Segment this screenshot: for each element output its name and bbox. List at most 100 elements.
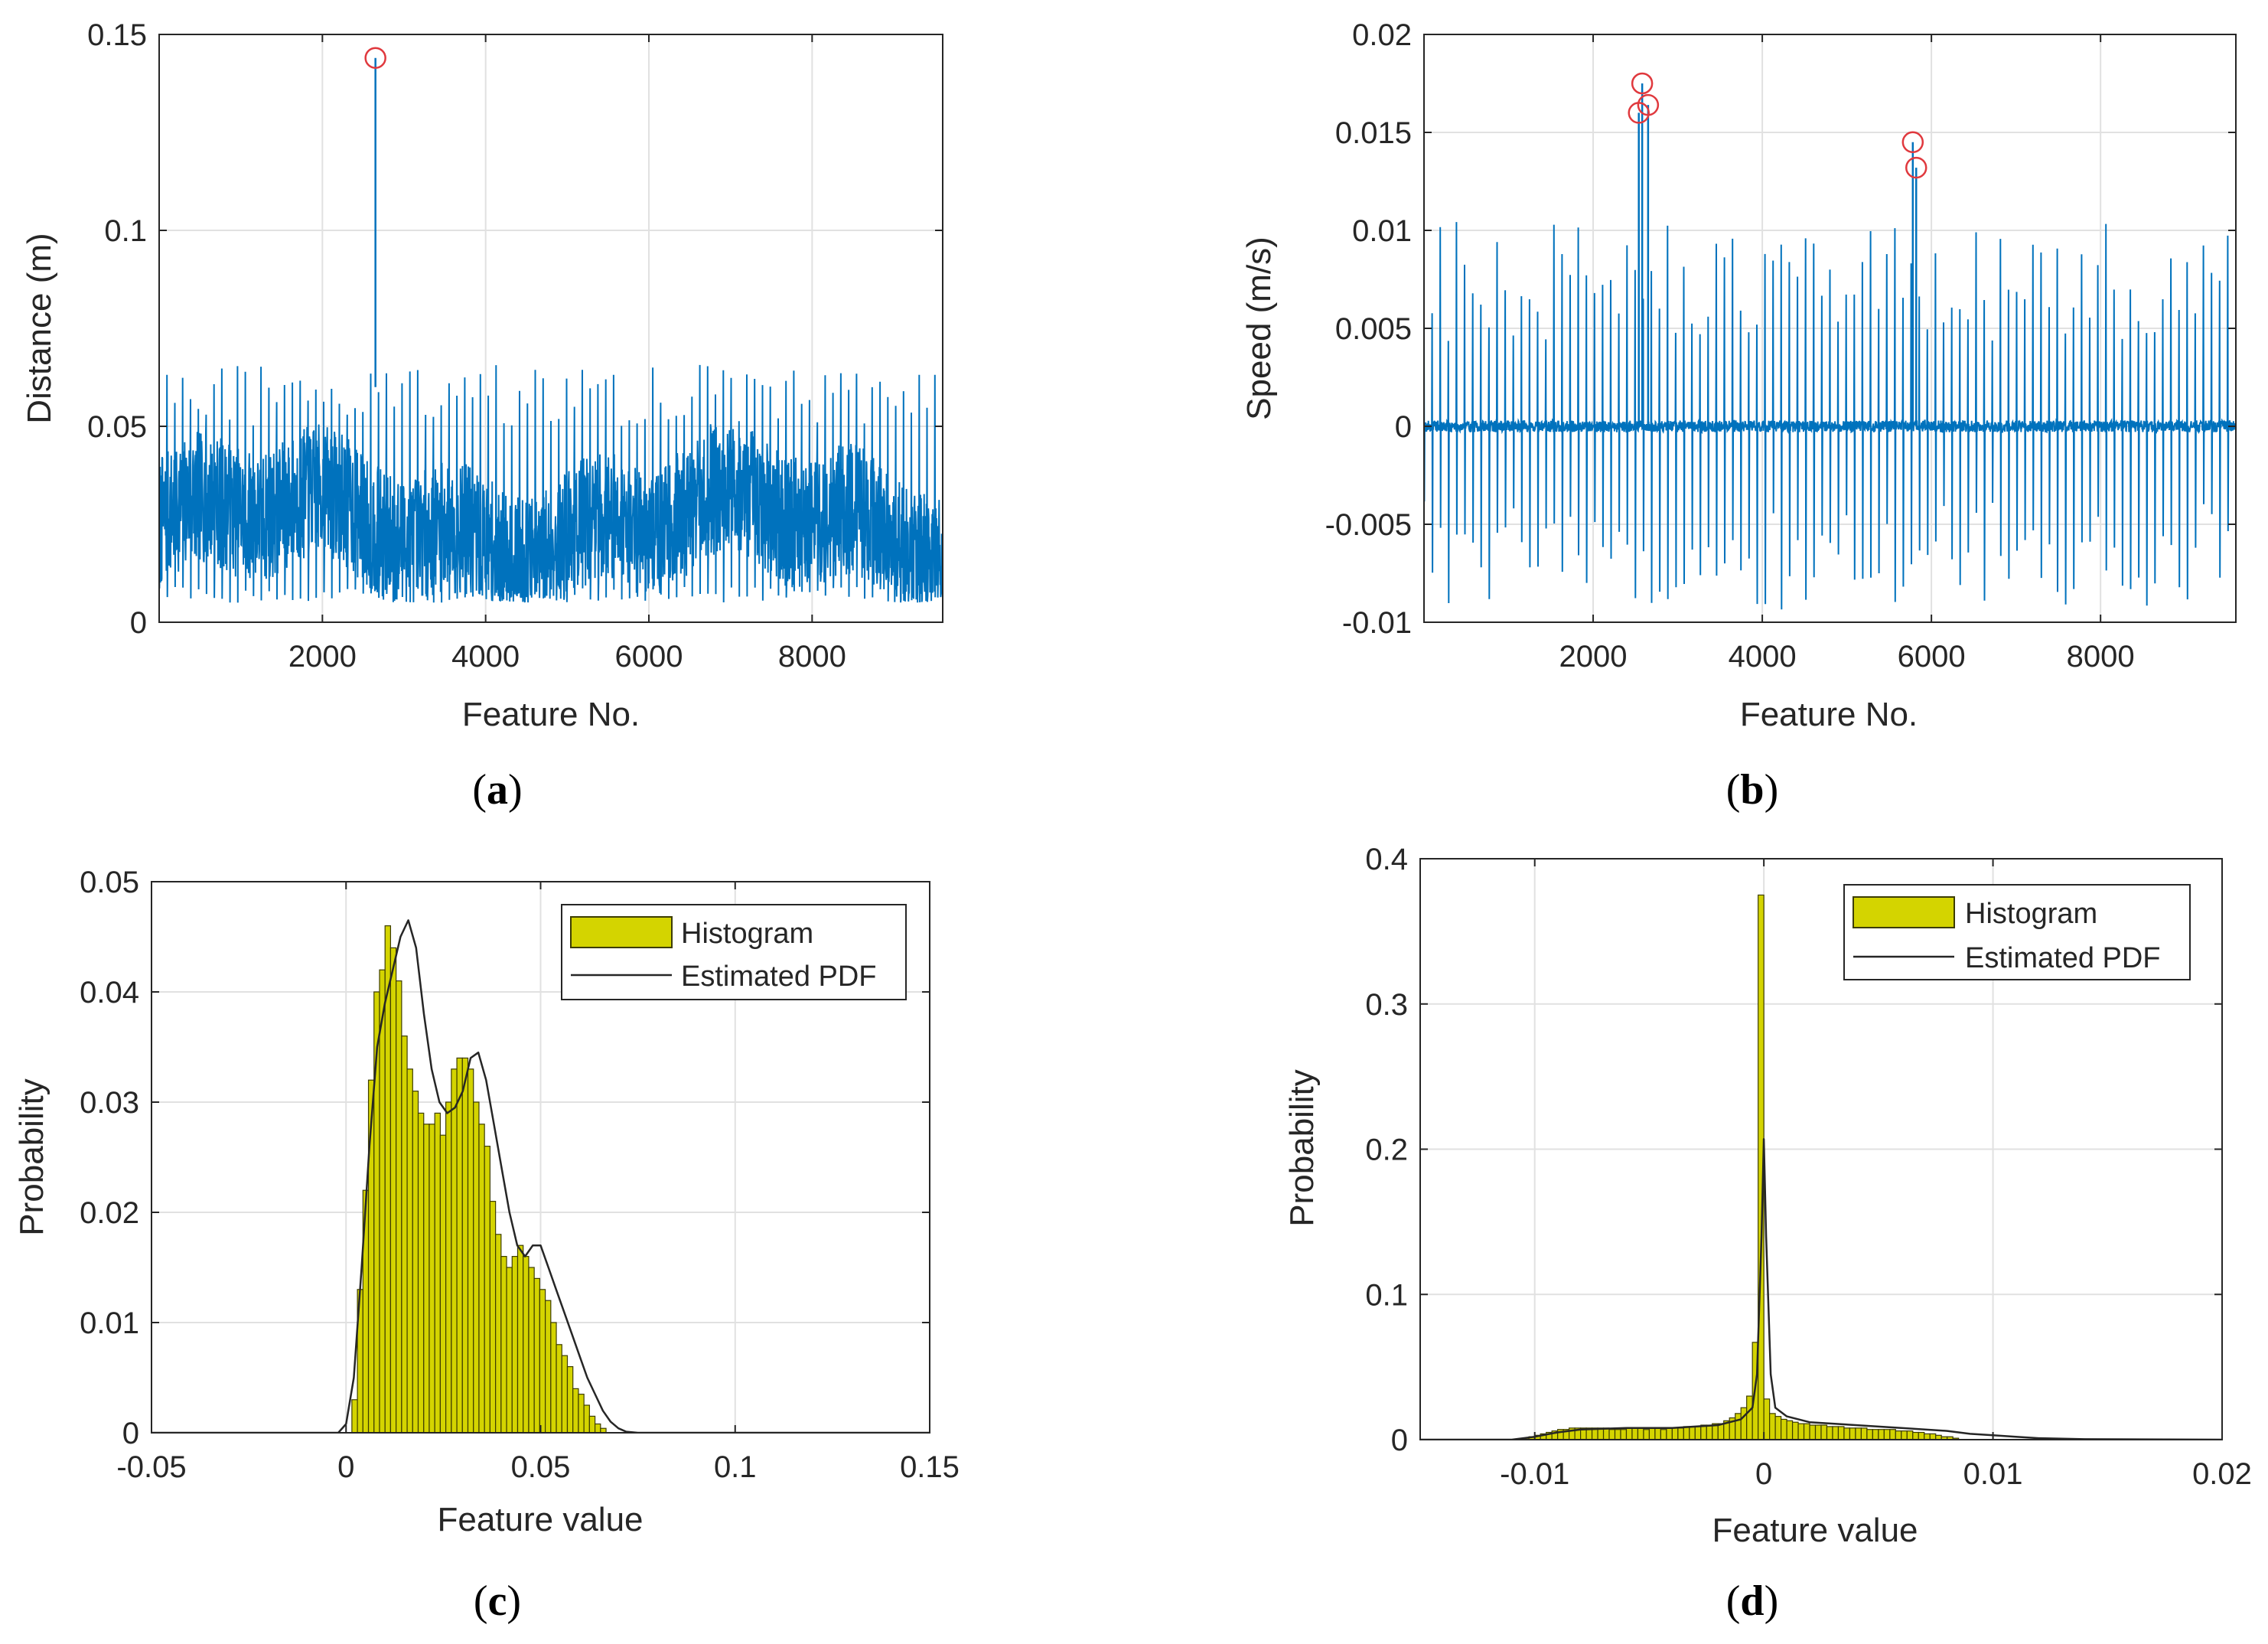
x-tick-label-d: 0: [1755, 1457, 1772, 1491]
histogram-bar: [511, 1255, 519, 1433]
histogram-bar: [1855, 1427, 1862, 1440]
x-tick-label-a: 6000: [615, 640, 683, 674]
estimated-pdf-line: [1420, 1137, 2222, 1440]
y-tick-label-b: 0.02: [1352, 18, 1412, 52]
series-a: [159, 57, 943, 603]
histogram-bar: [1797, 1423, 1805, 1440]
panel-b: 2000 4000 6000 8000 -0.01 -0.005 0 0.005 0.01 0.0…: [1240, 18, 2237, 814]
histogram-bar: [1689, 1426, 1696, 1440]
histogram-bar: [1763, 1398, 1771, 1440]
histogram-bar: [539, 1289, 546, 1433]
y-tick-label-c: 0.04: [80, 976, 139, 1010]
histogram-bar: [1608, 1429, 1616, 1440]
histogram-bar: [1901, 1430, 1908, 1440]
histogram-bar: [478, 1124, 485, 1433]
histogram-bar: [1774, 1416, 1782, 1440]
bars-c: [351, 925, 607, 1433]
histogram-bar: [1683, 1426, 1690, 1440]
histogram-bar: [1625, 1427, 1633, 1440]
x-tick-label-d: 0.01: [1963, 1457, 2023, 1491]
ylabel-a: Distance (m): [21, 233, 58, 423]
legend-label-histogram-d: Histogram: [1965, 898, 2097, 930]
histogram-bar: [1700, 1424, 1707, 1440]
pdf-c: [152, 919, 930, 1433]
histogram-bar: [1832, 1426, 1839, 1440]
histogram-bar: [1660, 1429, 1667, 1440]
histogram-bar: [1912, 1431, 1919, 1440]
histogram-bar: [1666, 1427, 1673, 1440]
y-tick-label-a: 0.1: [104, 214, 147, 248]
histogram-bar: [451, 1068, 458, 1433]
histogram-bar: [461, 1057, 469, 1433]
y-tick-label-b: -0.005: [1325, 508, 1412, 542]
y-tick-label-c: 0: [122, 1417, 139, 1450]
histogram-bar: [500, 1255, 507, 1433]
histogram-bar: [389, 947, 397, 1433]
markers-b: [1628, 72, 1927, 179]
histogram-bar: [1906, 1430, 1914, 1440]
histogram-bar: [434, 1112, 442, 1433]
histogram-bar: [445, 1101, 452, 1433]
ticks-b: 2000 4000 6000 8000 -0.01 -0.005 0 0.005 0.01 0.0…: [1325, 18, 2236, 674]
outlier-marker: [1631, 72, 1654, 95]
x-tick-label-b: 6000: [1898, 640, 1966, 674]
xlabel-d: Feature value: [1712, 1512, 1918, 1549]
histogram-bar: [1671, 1427, 1679, 1440]
pdf-d: [1420, 1137, 2222, 1440]
y-tick-label-b: 0.015: [1335, 116, 1412, 150]
histogram-bar: [572, 1388, 579, 1433]
x-tick-label-a: 2000: [288, 640, 357, 674]
panel-label-c: (c): [474, 1577, 521, 1625]
histogram-bar: [417, 1112, 425, 1433]
panel-d: -0.01 0 0.01 0.02 0 0.1 0.2 0.3 0.4 Histogram Es…: [1283, 843, 2252, 1625]
histogram-bar: [473, 1101, 480, 1433]
histogram-bar: [516, 1244, 524, 1433]
histogram-bar: [1769, 1413, 1776, 1440]
legend-label-pdf-d: Estimated PDF: [1965, 942, 2161, 974]
histogram-bar: [1791, 1421, 1799, 1440]
distance-series-line: [159, 364, 943, 603]
estimated-pdf-line: [152, 919, 930, 1433]
histogram-bar: [1694, 1426, 1702, 1440]
histogram-bar: [1803, 1423, 1810, 1440]
histogram-bar: [550, 1322, 557, 1433]
histogram-bar: [1735, 1413, 1742, 1440]
histogram-bar: [506, 1267, 513, 1433]
x-tick-label-c: 0.1: [714, 1450, 757, 1484]
histogram-bar: [1820, 1424, 1828, 1440]
histogram-bar: [1781, 1418, 1787, 1440]
legend-swatch-histogram-d: [1853, 896, 1955, 928]
histogram-bar: [566, 1365, 574, 1433]
legend-d: Histogram Estimated PDF: [1843, 884, 2191, 980]
histogram-bar: [578, 1393, 585, 1433]
histogram-bar: [396, 980, 402, 1433]
axes-box-a: [158, 34, 943, 623]
histogram-bar: [456, 1057, 463, 1433]
histogram-bar: [556, 1344, 562, 1433]
y-tick-label-d: 0.3: [1365, 988, 1408, 1022]
histogram-bar: [484, 1145, 490, 1433]
histogram-bar: [1648, 1427, 1656, 1440]
ylabel-d: Probability: [1283, 1069, 1321, 1226]
histogram-bar: [1860, 1427, 1868, 1440]
y-tick-label-b: 0.005: [1335, 312, 1412, 346]
histogram-bar: [467, 1068, 474, 1433]
histogram-bar: [412, 1090, 419, 1433]
histogram-bar: [1878, 1429, 1885, 1440]
histogram-bar: [423, 1124, 430, 1433]
histogram-bar: [1837, 1426, 1845, 1440]
histogram-bar: [561, 1355, 569, 1433]
histogram-bar: [1866, 1429, 1873, 1440]
histogram-bar: [1786, 1420, 1794, 1440]
y-tick-label-b: -0.01: [1342, 606, 1412, 640]
histogram-bar: [1602, 1427, 1610, 1440]
histogram-bar: [406, 1068, 413, 1433]
histogram-bar: [523, 1255, 530, 1433]
histogram-bar: [1643, 1429, 1650, 1440]
x-tick-label-a: 8000: [778, 640, 846, 674]
panel-a: 2000 4000 6000 8000 0 0.05 0.1 0.15 Feature No.…: [21, 18, 943, 814]
outlier-marker: [1637, 93, 1660, 116]
legend-c: Histogram Estimated PDF: [561, 904, 907, 1000]
